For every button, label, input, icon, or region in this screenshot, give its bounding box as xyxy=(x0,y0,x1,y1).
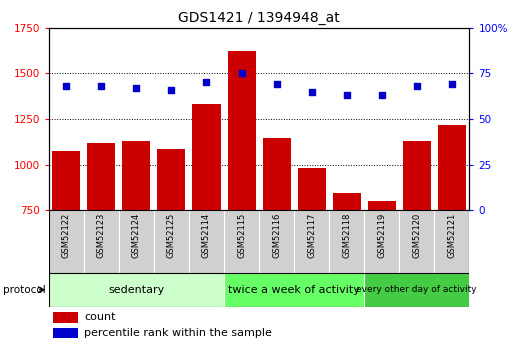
Text: GSM52114: GSM52114 xyxy=(202,212,211,258)
Point xyxy=(272,81,281,87)
Bar xyxy=(157,149,185,210)
Text: protocol: protocol xyxy=(3,285,45,295)
Bar xyxy=(84,210,119,273)
Text: GSM52125: GSM52125 xyxy=(167,212,176,258)
Bar xyxy=(53,312,78,323)
Bar xyxy=(263,138,290,210)
Bar xyxy=(259,210,294,273)
Bar xyxy=(294,210,329,273)
Bar xyxy=(227,51,255,210)
Bar xyxy=(364,273,469,307)
Bar xyxy=(49,273,224,307)
Text: GSM52121: GSM52121 xyxy=(447,212,457,258)
Text: GSM52117: GSM52117 xyxy=(307,212,316,258)
Text: every other day of activity: every other day of activity xyxy=(357,285,477,294)
Point xyxy=(238,71,246,76)
Bar xyxy=(224,210,259,273)
Bar xyxy=(52,151,80,210)
Point xyxy=(132,85,141,91)
Title: GDS1421 / 1394948_at: GDS1421 / 1394948_at xyxy=(178,11,340,25)
Bar xyxy=(192,105,221,210)
Bar xyxy=(189,210,224,273)
Text: GSM52118: GSM52118 xyxy=(342,212,351,258)
Text: twice a week of activity: twice a week of activity xyxy=(228,285,360,295)
Text: sedentary: sedentary xyxy=(108,285,165,295)
Point xyxy=(343,92,351,98)
Point xyxy=(412,83,421,89)
Point xyxy=(167,87,175,92)
Bar xyxy=(119,210,154,273)
Bar xyxy=(53,328,78,338)
Point xyxy=(97,83,105,89)
Point xyxy=(378,92,386,98)
Text: GSM52116: GSM52116 xyxy=(272,212,281,258)
Bar xyxy=(298,168,326,210)
Bar xyxy=(403,141,431,210)
Text: GSM52123: GSM52123 xyxy=(97,212,106,258)
Bar xyxy=(368,201,396,210)
Bar xyxy=(332,193,361,210)
Bar xyxy=(154,210,189,273)
Text: GSM52115: GSM52115 xyxy=(237,212,246,258)
Text: GSM52120: GSM52120 xyxy=(412,212,421,258)
Text: count: count xyxy=(85,313,116,322)
Bar xyxy=(329,210,364,273)
Bar xyxy=(122,141,150,210)
Bar xyxy=(49,210,84,273)
Text: percentile rank within the sample: percentile rank within the sample xyxy=(85,328,272,338)
Point xyxy=(202,80,210,85)
Point xyxy=(307,89,315,94)
Point xyxy=(448,81,456,87)
Bar xyxy=(435,210,469,273)
Bar xyxy=(87,143,115,210)
Bar xyxy=(399,210,435,273)
Point xyxy=(62,83,70,89)
Bar xyxy=(438,126,466,210)
Bar xyxy=(224,273,364,307)
Text: GSM52122: GSM52122 xyxy=(62,212,71,258)
Bar xyxy=(364,210,399,273)
Text: GSM52124: GSM52124 xyxy=(132,212,141,258)
Text: GSM52119: GSM52119 xyxy=(377,212,386,258)
